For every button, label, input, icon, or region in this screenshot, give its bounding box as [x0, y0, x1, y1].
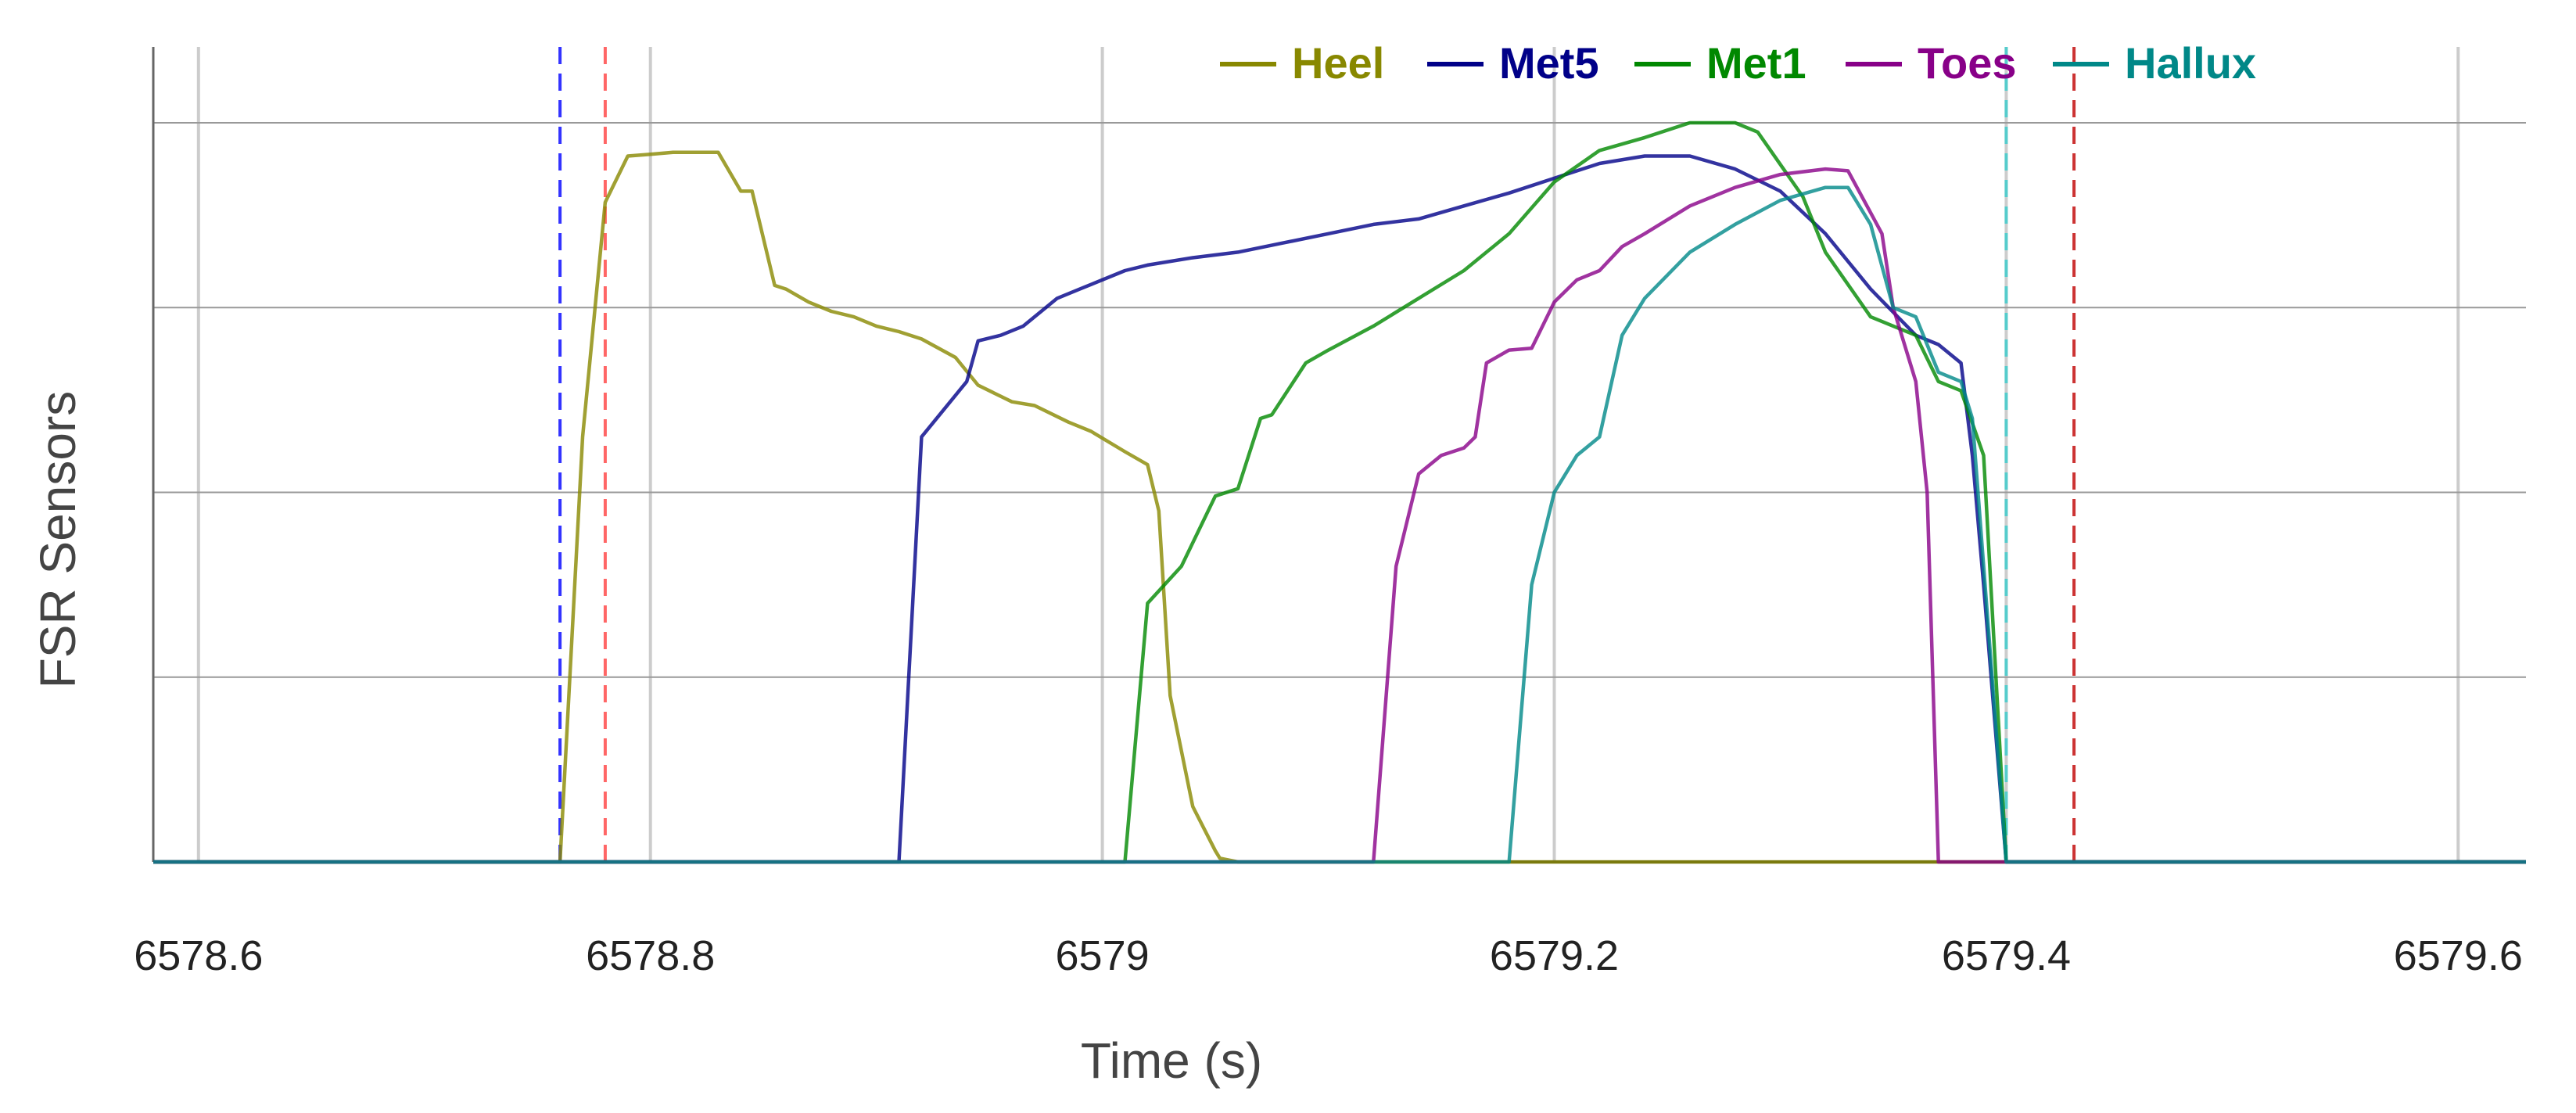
y-axis-title: FSR Sensors	[30, 391, 86, 689]
legend-label-toes: Toes	[1918, 38, 2017, 88]
legend-label-met1: Met1	[1706, 38, 1806, 88]
x-gridlines	[196, 47, 2460, 862]
x-tick-label: 6579.2	[1490, 932, 1619, 979]
x-tick-label: 6579	[1056, 932, 1150, 979]
x-axis-title: Time (s)	[1081, 1032, 1262, 1089]
x-tick-label: 6579.6	[2394, 932, 2523, 979]
series-lines	[153, 120, 2526, 864]
legend: Heel Met5 Met1 Toes Hallux	[1220, 38, 2256, 88]
series-line-heel	[153, 150, 2526, 864]
legend-label-hallux: Hallux	[2125, 38, 2256, 88]
series-line-toes	[153, 167, 2526, 864]
legend-label-heel: Heel	[1292, 38, 1384, 88]
y-gridlines	[153, 122, 2526, 678]
marker-lines	[558, 47, 2076, 862]
series-line-met1	[153, 120, 2526, 864]
x-tick-label: 6578.8	[586, 932, 715, 979]
x-tick-label: 6579.4	[1942, 932, 2071, 979]
legend-label-met5: Met5	[1499, 38, 1599, 88]
x-tick-label: 6578.6	[134, 932, 263, 979]
x-tick-labels: 6578.6 6578.8 6579 6579.2 6579.4 6579.6	[134, 932, 2523, 979]
series-line-hallux	[153, 185, 2526, 864]
series-line-met5	[153, 154, 2526, 864]
